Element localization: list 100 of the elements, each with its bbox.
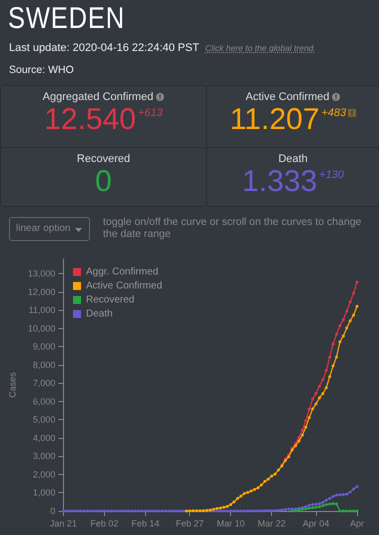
legend-label: Death xyxy=(86,308,113,320)
point xyxy=(348,300,352,304)
point xyxy=(324,386,328,390)
point xyxy=(338,340,342,344)
point xyxy=(318,396,321,400)
point xyxy=(300,428,304,432)
point xyxy=(332,364,335,368)
point xyxy=(321,504,324,508)
point xyxy=(304,426,308,429)
text: Recovered xyxy=(76,153,130,165)
point xyxy=(324,503,328,506)
point xyxy=(332,502,335,506)
point xyxy=(304,419,308,422)
text: toggle on/off the curve or scroll on the curves to change the date range xyxy=(103,216,362,240)
y-tick-label: 6,000 xyxy=(32,396,56,406)
point xyxy=(246,490,250,494)
point xyxy=(308,408,311,411)
point xyxy=(218,506,222,510)
text: Aggregated Confirmed xyxy=(42,91,154,103)
y-tick-label: 1,000 xyxy=(32,488,56,498)
point xyxy=(294,444,298,448)
x-tick-label: Feb 02 xyxy=(90,518,118,528)
point xyxy=(352,314,356,317)
x-tick-label: Jan 21 xyxy=(50,518,77,528)
point xyxy=(232,500,236,504)
point xyxy=(321,392,324,396)
y-tick-label: 9,000 xyxy=(32,342,56,352)
point xyxy=(311,506,314,510)
y-tick-label: 13,000 xyxy=(28,268,56,279)
point xyxy=(308,416,311,420)
line-series xyxy=(290,502,358,512)
point xyxy=(314,402,318,406)
y-tick-label: 10,000 xyxy=(28,323,56,334)
text: Death xyxy=(278,153,308,165)
point xyxy=(318,384,321,388)
y-tick-label: 12,000 xyxy=(28,286,56,297)
point xyxy=(356,280,358,284)
point xyxy=(311,407,314,410)
x-tick-label: Apr xyxy=(350,518,364,528)
chart-subtitle: Last update: 2020-04-16 22:24:40 PST xyxy=(9,42,200,54)
point xyxy=(332,342,335,346)
chart-title: SWEDEN xyxy=(8,2,126,36)
point xyxy=(276,468,280,472)
y-tick-label: 8,000 xyxy=(32,360,56,370)
y-tick-label: 2,000 xyxy=(32,469,56,480)
point xyxy=(226,504,229,508)
point xyxy=(345,326,348,330)
x-tick-label: Apr 04 xyxy=(302,518,330,528)
point xyxy=(274,472,277,476)
source-note: Source: WHO xyxy=(9,64,74,76)
text: 11.207 xyxy=(230,103,320,137)
text: 0 xyxy=(95,165,112,199)
point xyxy=(308,506,311,510)
legend-label: Aggr. Confirmed xyxy=(86,266,158,278)
point xyxy=(345,510,348,512)
point xyxy=(311,398,314,401)
point xyxy=(297,436,300,439)
point xyxy=(345,310,348,313)
x-tick-label: Feb 27 xyxy=(176,518,204,528)
point xyxy=(300,434,304,437)
point xyxy=(352,292,356,295)
y-tick-label: 4,000 xyxy=(32,432,56,443)
point xyxy=(342,318,345,322)
x-tick-label: Feb 14 xyxy=(131,518,160,528)
legend-label: Active Confirmed xyxy=(86,280,162,292)
point xyxy=(342,334,345,338)
point xyxy=(328,356,332,359)
point xyxy=(328,375,332,378)
y-axis-title: Cases xyxy=(8,372,18,398)
text: +130 xyxy=(319,169,344,181)
text: 12.540 xyxy=(44,103,136,137)
point xyxy=(222,506,226,509)
text: +613 xyxy=(138,107,163,119)
point xyxy=(314,392,318,395)
point xyxy=(321,378,324,381)
text: Active Confirmed xyxy=(246,91,330,103)
point xyxy=(256,486,260,490)
point xyxy=(328,502,332,506)
y-tick-label: 0 xyxy=(50,506,56,516)
point xyxy=(270,474,274,478)
text: +483 xyxy=(321,107,346,119)
point xyxy=(263,480,266,483)
text: linear option xyxy=(9,217,90,241)
point xyxy=(324,369,328,372)
point xyxy=(250,489,253,492)
point xyxy=(318,505,321,508)
text: 1.333 xyxy=(242,165,318,199)
point xyxy=(338,324,342,328)
point xyxy=(260,483,263,486)
point xyxy=(335,332,338,336)
point xyxy=(229,503,232,506)
point xyxy=(356,304,358,308)
y-tick-label: 3,000 xyxy=(32,451,56,462)
point xyxy=(348,319,352,322)
text: Click here to the global trend. xyxy=(205,43,316,53)
legend-label: Recovered xyxy=(86,294,134,306)
point xyxy=(242,492,246,495)
point xyxy=(239,494,242,498)
point xyxy=(253,488,256,491)
point xyxy=(314,506,318,509)
